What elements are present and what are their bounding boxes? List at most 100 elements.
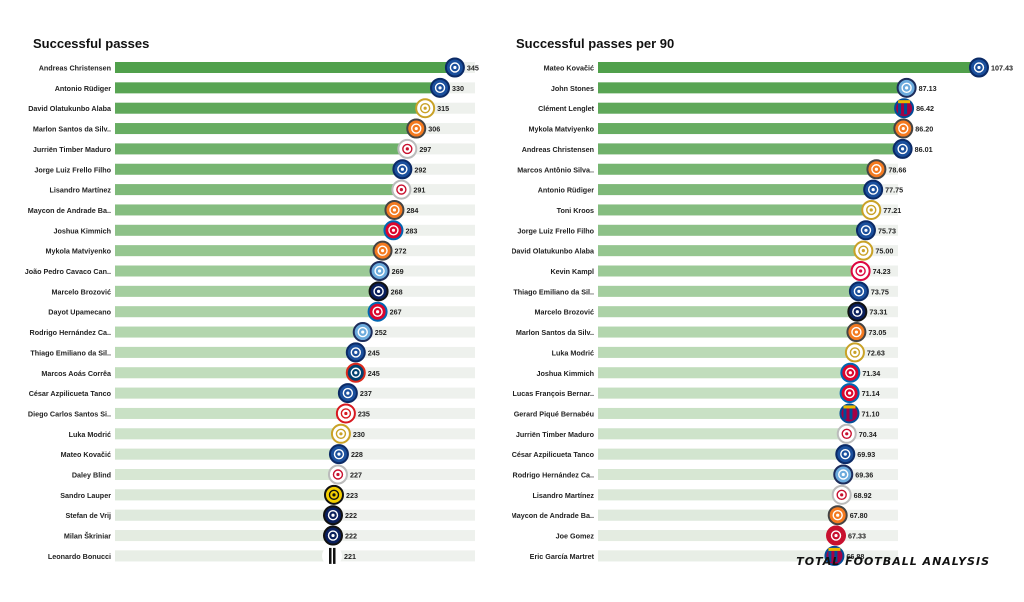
category-label: Marcos Antônio Silva.. xyxy=(517,165,594,174)
chart-title: Successful passes per 90 xyxy=(516,36,675,51)
category-label: Joshua Kimmich xyxy=(53,226,111,235)
category-label: Diego Carlos Santos Si.. xyxy=(28,409,111,418)
category-label: Antonio Rüdiger xyxy=(55,84,111,93)
shakhtar-badge-icon xyxy=(866,159,887,180)
youngboys-badge-icon xyxy=(323,484,344,505)
category-label: Joe Gomez xyxy=(556,532,595,541)
bar-row: Lisandro Martínez 68.92 xyxy=(532,484,898,505)
category-label: Gerard Piqué Bernabéu xyxy=(514,409,594,418)
value-label: 222 xyxy=(345,511,357,520)
category-label: Clément Lenglet xyxy=(538,104,595,113)
category-label: Maycon de Andrade Ba.. xyxy=(28,206,111,215)
chelsea-badge-icon xyxy=(848,281,869,302)
mancity-badge-icon xyxy=(896,77,917,98)
bar-row: Marlon Santos da Silv.. 73.05 xyxy=(516,322,898,343)
bar xyxy=(598,82,909,94)
value-label: 77.21 xyxy=(883,206,901,215)
value-label: 75.73 xyxy=(878,226,896,235)
chelsea-badge-icon xyxy=(968,57,989,78)
bar xyxy=(115,346,358,358)
ajax-badge-icon xyxy=(831,484,852,505)
bar xyxy=(598,102,907,114)
bar-row: Mateo Kovačić 107.43 xyxy=(544,57,1013,78)
category-label: Mateo Kovačić xyxy=(544,64,594,73)
bar xyxy=(115,285,381,297)
bar-row: Luka Modrić 72.63 xyxy=(552,342,898,363)
value-label: 69.93 xyxy=(857,450,875,459)
value-label: 223 xyxy=(346,491,358,500)
category-label: Mykola Matviyenko xyxy=(45,247,111,256)
value-label: 71.34 xyxy=(862,369,880,378)
value-label: 66.88 xyxy=(846,552,864,561)
chelsea-badge-icon xyxy=(392,159,413,180)
category-label: Marcos Aoás Corrêa xyxy=(41,369,112,378)
value-label: 70.34 xyxy=(859,430,877,439)
value-label: 75.00 xyxy=(875,247,893,256)
value-label: 230 xyxy=(353,430,365,439)
value-label: 306 xyxy=(428,125,440,134)
value-label: 245 xyxy=(368,348,380,357)
bar xyxy=(598,184,876,196)
value-label: 73.31 xyxy=(869,308,887,317)
bayern-badge-icon xyxy=(840,362,861,383)
chelsea-badge-icon xyxy=(892,138,913,159)
brand-logo: TOTAL FOOTBALL ANALYSIS xyxy=(796,555,990,568)
bar-row: Maycon de Andrade Ba.. 67.80 xyxy=(512,505,898,526)
chelsea-badge-icon xyxy=(337,383,358,404)
category-label: Joshua Kimmich xyxy=(536,369,594,378)
bar-row: Clément Lenglet 86.42 xyxy=(538,98,934,119)
bar-row: Gerard Piqué Bernabéu 71.10 xyxy=(514,403,898,424)
value-label: 72.63 xyxy=(867,348,885,357)
bar xyxy=(598,448,848,460)
juventus-badge-icon xyxy=(322,545,343,566)
value-label: 107.43 xyxy=(991,64,1013,73)
value-label: 67.80 xyxy=(850,511,868,520)
bar xyxy=(115,102,428,114)
category-label: César Azpilicueta Tanco xyxy=(512,450,595,459)
bar-row: Mykola Matviyenko 272 xyxy=(45,240,475,261)
value-label: 69.36 xyxy=(855,471,873,480)
bar xyxy=(598,346,857,358)
right-chart-panel: Successful passes per 90 Mateo Kovačić 10… xyxy=(512,0,1024,602)
category-label: Rodrigo Hernández Ca.. xyxy=(30,328,111,337)
leipzig-badge-icon xyxy=(850,261,871,281)
bar xyxy=(598,224,868,236)
bar-row: Milan Škriniar 222 xyxy=(64,525,475,546)
category-label: Maycon de Andrade Ba.. xyxy=(512,511,594,520)
bar xyxy=(115,163,405,175)
bar xyxy=(115,306,380,318)
chelsea-badge-icon xyxy=(863,179,884,200)
category-label: Dayot Upamecano xyxy=(48,308,111,317)
bar-row: Joshua Kimmich 283 xyxy=(53,220,475,241)
value-label: 330 xyxy=(452,84,464,93)
bar xyxy=(598,245,866,257)
bar-row: Daley Blind 227 xyxy=(72,464,475,485)
bar-row: Marcos Aoás Corrêa 245 xyxy=(41,362,475,383)
category-label: Lisandro Martínez xyxy=(49,186,111,195)
bar xyxy=(115,550,335,562)
value-label: 73.75 xyxy=(871,287,889,296)
bar-row: Marcelo Brozović 268 xyxy=(51,281,475,302)
category-label: Luka Modrić xyxy=(69,430,111,439)
ajax-badge-icon xyxy=(327,464,348,485)
ajax-badge-icon xyxy=(397,138,418,159)
bar-row: Mateo Kovačić 228 xyxy=(61,444,475,465)
chelsea-badge-icon xyxy=(345,342,366,363)
bar-row: Joshua Kimmich 71.34 xyxy=(536,362,898,383)
value-label: 74.23 xyxy=(873,267,891,276)
category-label: Jorge Luiz Frello Filho xyxy=(517,226,594,235)
category-label: Andreas Christensen xyxy=(522,145,594,154)
value-label: 86.20 xyxy=(915,125,933,134)
bar-row: Andreas Christensen 86.01 xyxy=(522,138,933,159)
value-label: 87.13 xyxy=(919,84,937,93)
category-label: Mateo Kovačić xyxy=(61,450,111,459)
chelsea-badge-icon xyxy=(444,57,465,78)
bar-row: Marcelo Brozović 73.31 xyxy=(534,301,898,322)
value-label: 222 xyxy=(345,532,357,541)
category-label: Lisandro Martínez xyxy=(532,491,594,500)
realmadrid-badge-icon xyxy=(853,240,874,261)
bar xyxy=(115,143,410,155)
value-label: 71.14 xyxy=(862,389,880,398)
bar-row: David Olatukunbo Alaba 315 xyxy=(28,98,475,119)
